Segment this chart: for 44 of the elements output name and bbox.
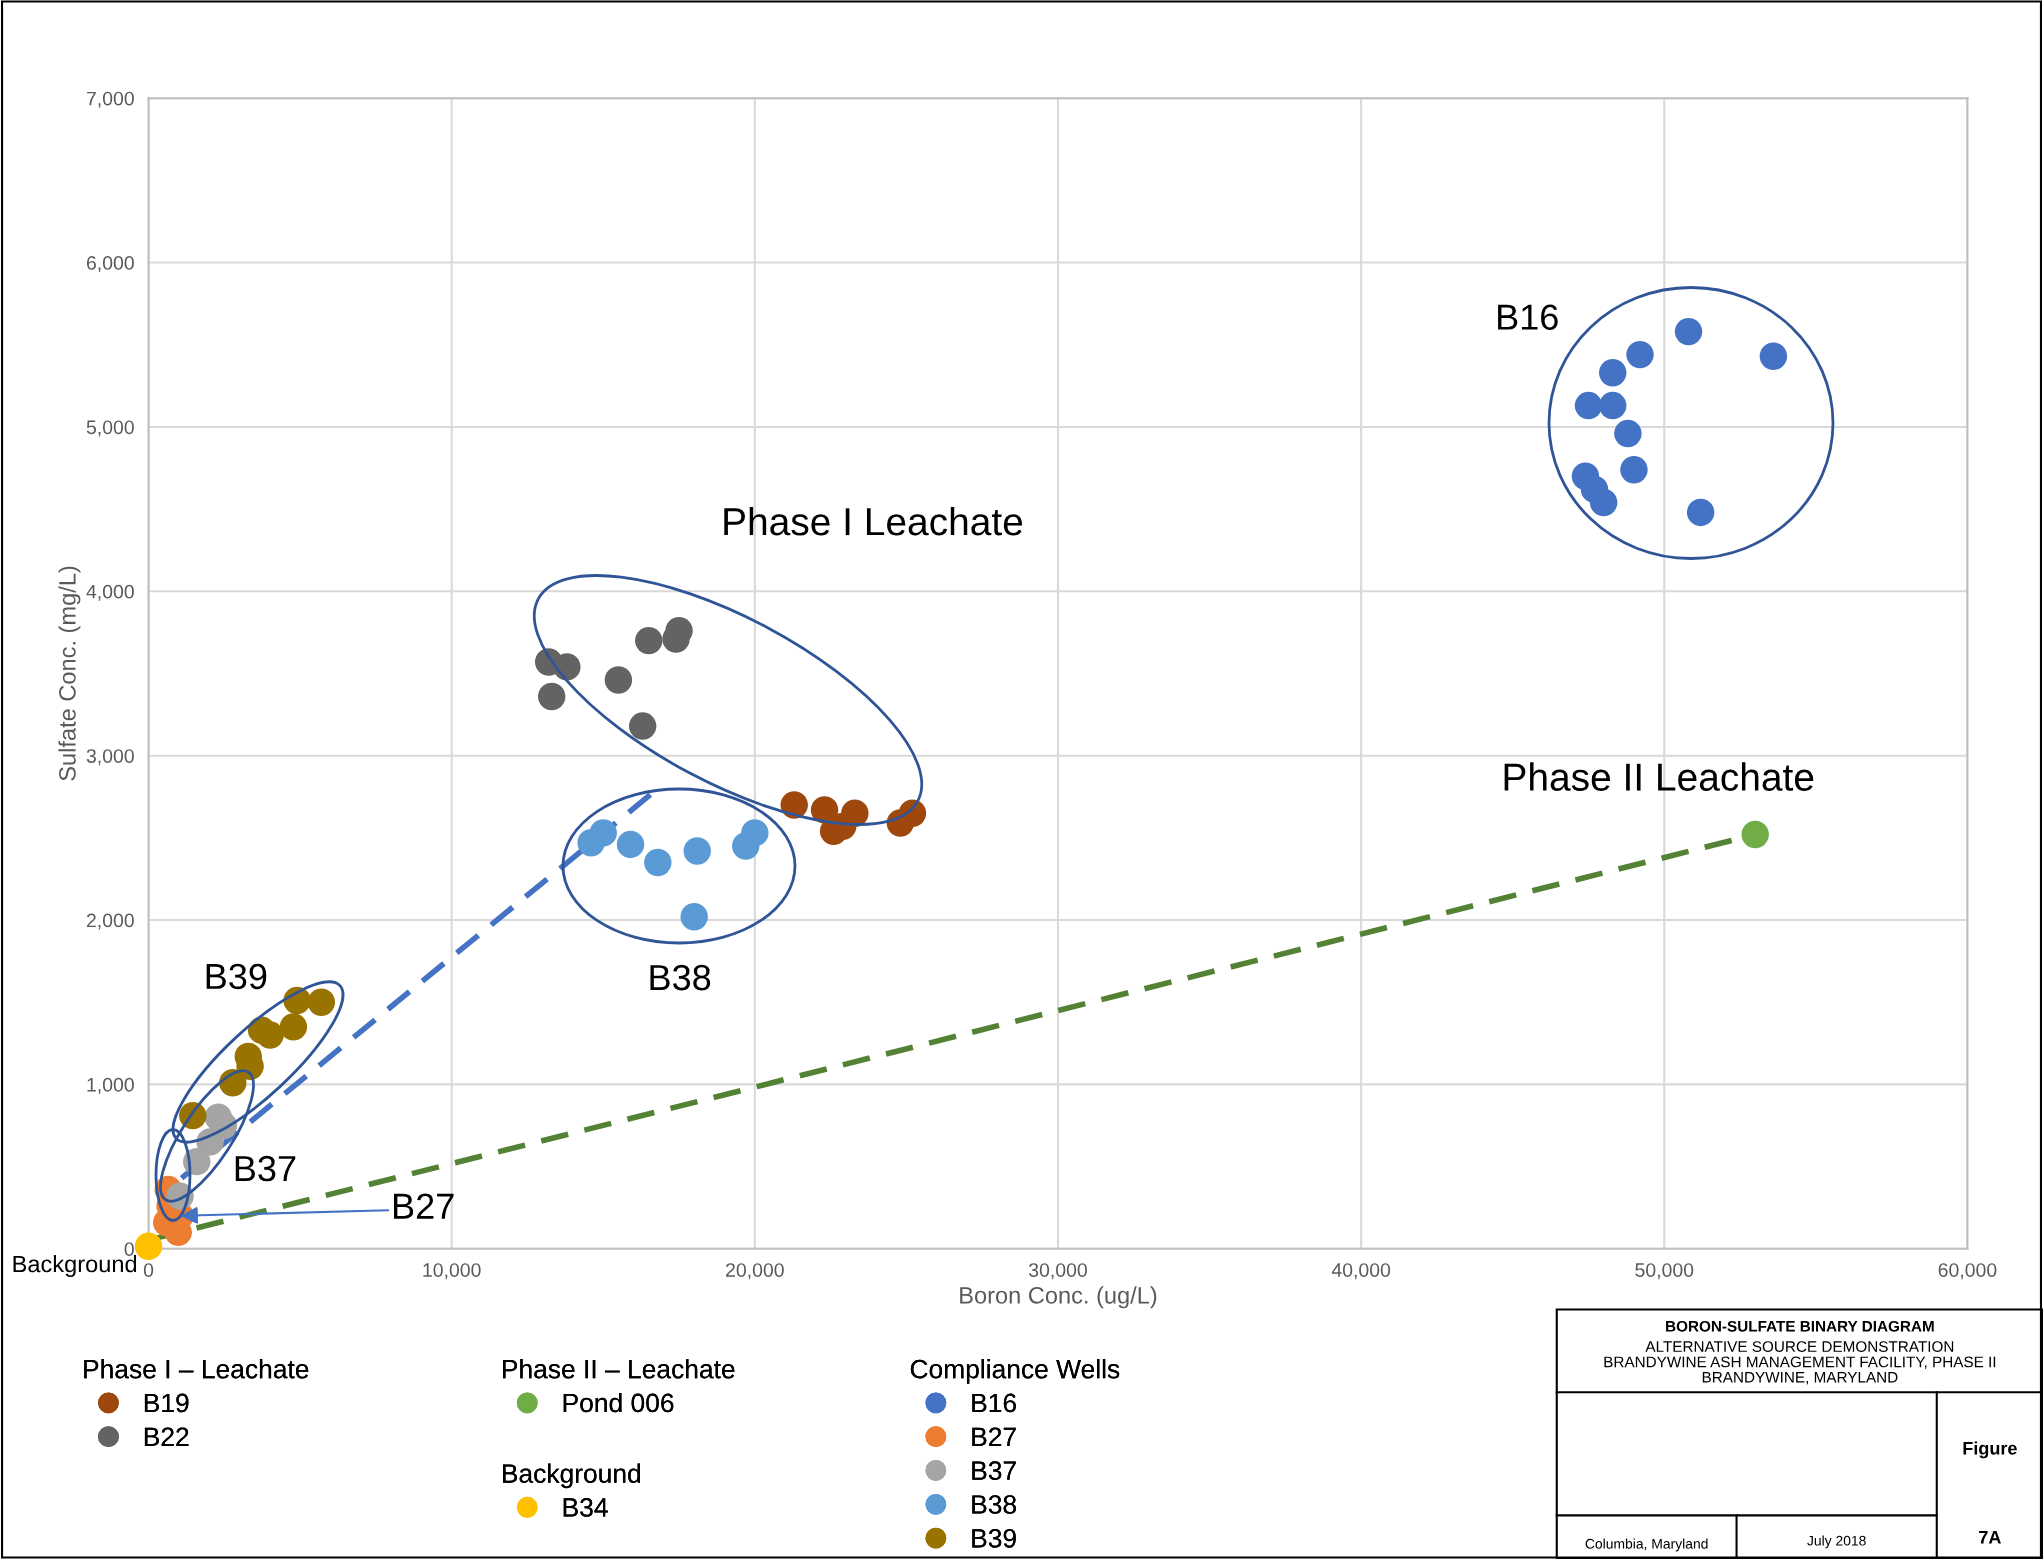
x-tick-label: 30,000 — [1028, 1263, 1087, 1280]
x-tick-label: 50,000 — [1635, 1263, 1694, 1280]
text: BORON-SULFATE BINARY DIAGRAM — [1666, 1320, 1934, 1332]
annotation: B39 — [206, 963, 267, 990]
annotation: B37 — [235, 1155, 296, 1182]
annotation: B38 — [650, 964, 711, 991]
y-tick-label: 5,000 — [86, 420, 134, 437]
y-tick-label: 4,000 — [86, 584, 134, 601]
text: Columbia, Maryland — [1585, 1538, 1708, 1552]
y-tick-label: 3,000 — [86, 749, 134, 766]
legend-label: B22 — [144, 1427, 189, 1446]
x-tick-label: 10,000 — [423, 1263, 481, 1280]
y-axis-title: Sulfate Conc. (mg/L) — [58, 566, 81, 781]
y-tick-label: 1,000 — [87, 1077, 134, 1094]
text: Phase I – Leachate — [84, 1359, 309, 1379]
legend-label: B27 — [972, 1427, 1016, 1446]
y-tick-label: 6,000 — [86, 256, 134, 273]
text: ALTERNATIVE SOURCE DEMONSTRATION BRANDYWINE ASH MANAGEMENT FACILITY, PHASE II BRANDYWINE, MARYLAND — [1604, 1341, 1996, 1385]
legend-label: B39 — [972, 1528, 1016, 1548]
y-tick-label: 0 — [124, 1242, 134, 1256]
annotation: B16 — [1498, 304, 1558, 330]
y-tick-label: 2,000 — [86, 913, 134, 930]
legend-label: B38 — [972, 1495, 1016, 1514]
legend-label: B16 — [972, 1393, 1016, 1413]
text: 7A — [1979, 1530, 2001, 1544]
x-tick-label: 20,000 — [726, 1263, 784, 1280]
annotation: B27 — [394, 1193, 454, 1219]
text: Background — [503, 1463, 641, 1489]
legend-label: B37 — [972, 1461, 1016, 1480]
legend-label: B34 — [563, 1498, 608, 1517]
text: Compliance Wells — [910, 1359, 1120, 1384]
x-tick-label: 60,000 — [1938, 1263, 1997, 1280]
text: Figure — [1963, 1441, 2017, 1459]
text: Phase II – Leachate — [503, 1359, 735, 1379]
x-tick-label: 40,000 — [1331, 1263, 1391, 1280]
annotation: Phase I Leachate — [724, 506, 1023, 536]
y-tick-label: 7,000 — [86, 91, 134, 108]
legend-label: Pond 006 — [563, 1392, 674, 1413]
text: Background — [13, 1255, 137, 1278]
text: July 2018 — [1807, 1535, 1866, 1549]
annotation: Phase II Leachate — [1504, 762, 1814, 791]
x-tick-label: 0 — [143, 1263, 154, 1277]
x-axis-title: Boron Conc. (ug/L) — [960, 1286, 1157, 1309]
legend-label: B19 — [144, 1393, 189, 1413]
